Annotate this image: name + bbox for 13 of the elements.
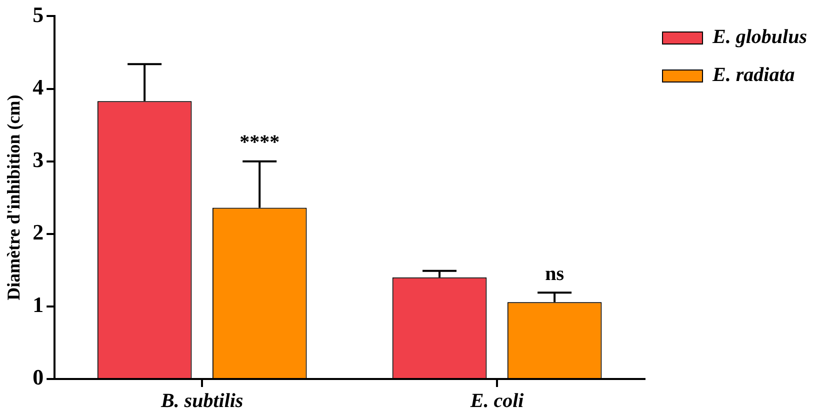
y-axis-title: Diamètre d'inhibition (cm) (3, 94, 24, 300)
y-tick-label: 2 (32, 220, 44, 245)
y-tick-label: 0 (32, 364, 44, 390)
y-tick-label: 5 (32, 2, 44, 27)
x-tick-label: E. coli (469, 390, 524, 412)
annotation: ns (545, 262, 564, 285)
legend-label: E. globulus (712, 26, 808, 48)
annotation: **** (240, 131, 280, 154)
y-tick-label: 1 (32, 292, 44, 318)
y-tick-label: 3 (32, 147, 44, 172)
legend-label: E. radiata (712, 64, 795, 86)
x-tick-label: B. subtilis (160, 390, 244, 412)
y-tick-label: 4 (32, 74, 44, 100)
